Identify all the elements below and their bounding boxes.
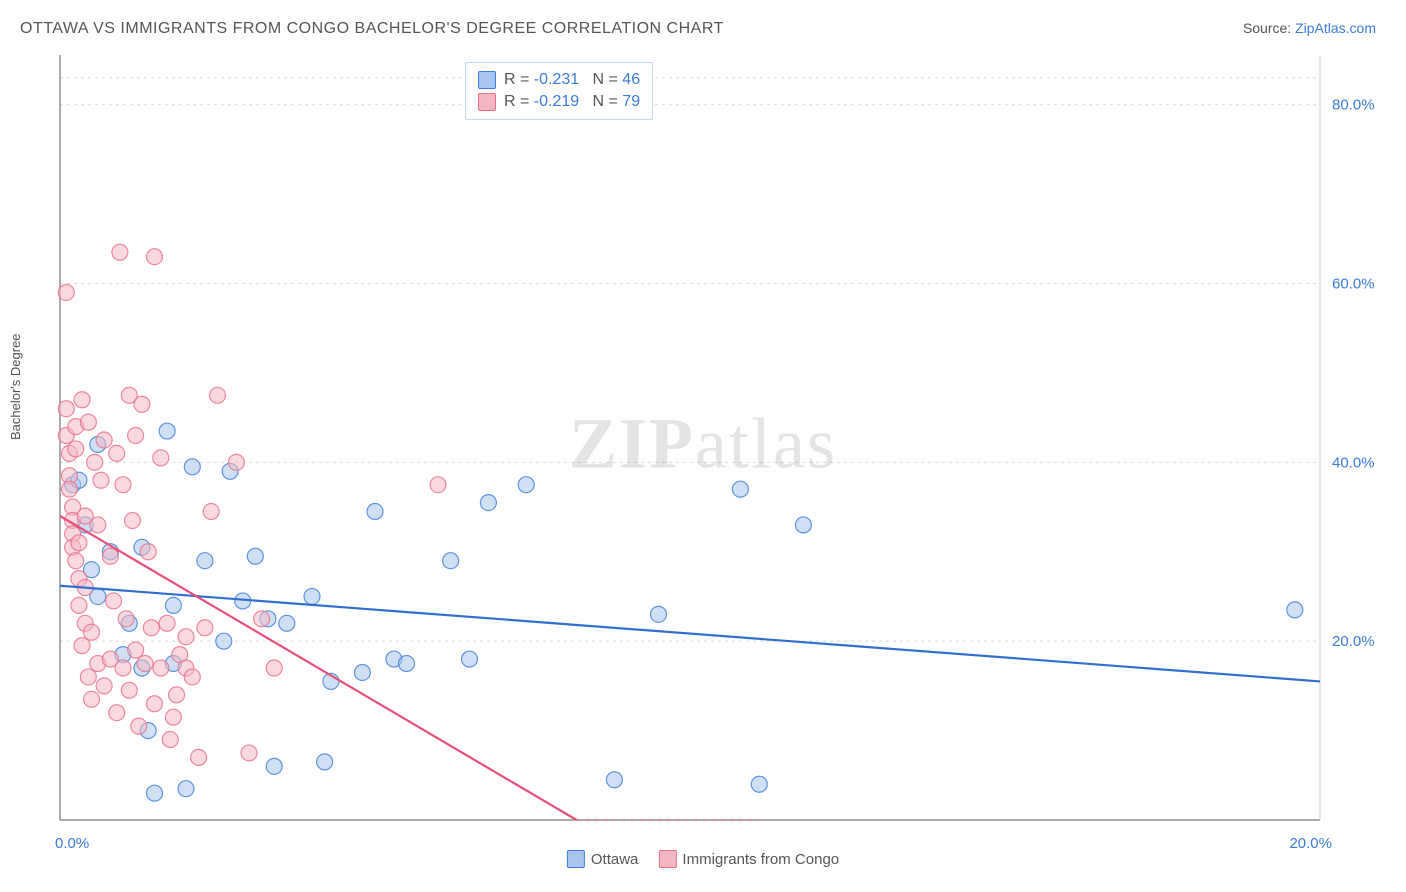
svg-text:0.0%: 0.0% (55, 835, 89, 852)
svg-text:20.0%: 20.0% (1289, 835, 1332, 852)
legend-item-ottawa: Ottawa (567, 850, 639, 868)
stats-text-ottawa: R = -0.231 N = 46 (504, 71, 640, 89)
legend-item-congo: Immigrants from Congo (658, 850, 839, 868)
source-link[interactable]: ZipAtlas.com (1295, 20, 1376, 36)
legend-label-ottawa: Ottawa (591, 851, 639, 868)
source-prefix: Source: (1243, 20, 1295, 36)
svg-text:40.0%: 40.0% (1332, 454, 1375, 471)
y-axis-label: Bachelor's Degree (8, 333, 23, 440)
svg-text:20.0%: 20.0% (1332, 633, 1375, 650)
svg-text:60.0%: 60.0% (1332, 276, 1375, 293)
legend-label-congo: Immigrants from Congo (682, 851, 839, 868)
legend-swatch-ottawa (567, 850, 585, 868)
stats-text-congo: R = -0.219 N = 79 (504, 93, 640, 111)
stats-legend-box: R = -0.231 N = 46 R = -0.219 N = 79 (465, 62, 653, 120)
bottom-legend: Ottawa Immigrants from Congo (567, 850, 839, 868)
chart-svg: 20.0% 40.0% 60.0% 80.0% 0.0% 20.0% (20, 50, 1386, 870)
stats-row-ottawa: R = -0.231 N = 46 (478, 69, 640, 91)
stats-swatch-congo (478, 93, 496, 111)
chart-container: Bachelor's Degree ZIPatlas 20.0%40.0%60.… (20, 50, 1386, 870)
stats-row-congo: R = -0.219 N = 79 (478, 91, 640, 113)
svg-text:80.0%: 80.0% (1332, 97, 1375, 114)
legend-swatch-congo (658, 850, 676, 868)
source-attribution: Source: ZipAtlas.com (1243, 20, 1376, 36)
stats-swatch-ottawa (478, 71, 496, 89)
chart-title: OTTAWA VS IMMIGRANTS FROM CONGO BACHELOR… (20, 20, 724, 38)
